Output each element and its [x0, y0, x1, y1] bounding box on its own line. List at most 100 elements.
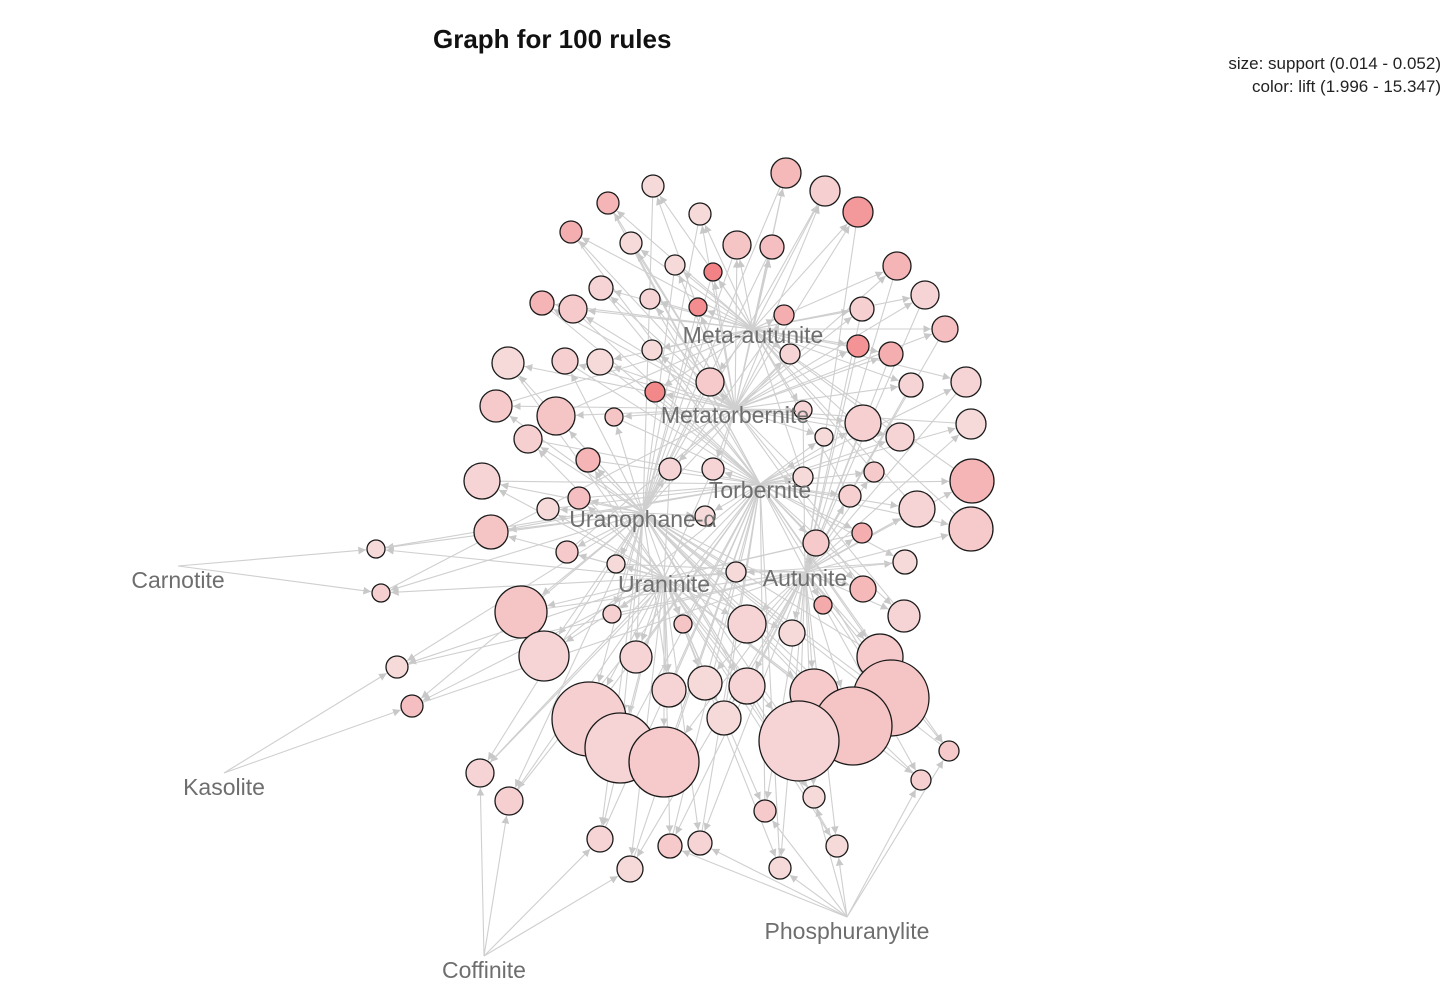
rule-node: [400, 694, 424, 718]
rule-edge: [734, 350, 848, 410]
rule-edge: [375, 483, 760, 550]
rule-node: [551, 347, 579, 375]
rule-edge: [752, 204, 819, 330]
rule-edge: [663, 577, 702, 831]
rule-node: [885, 422, 915, 452]
rule-node: [878, 341, 904, 367]
rule-node: [938, 740, 960, 762]
rule-node: [813, 595, 833, 615]
rule-node: [688, 202, 712, 226]
rule-node: [567, 486, 591, 510]
rule-edge: [815, 808, 848, 918]
rule-node: [892, 549, 918, 575]
rule-edge: [660, 300, 754, 330]
rule-node: [602, 604, 622, 624]
rule-edge: [483, 875, 619, 957]
rule-node: [779, 343, 801, 365]
rule-edge: [558, 514, 665, 579]
rule-edge: [759, 483, 872, 666]
rule-edge: [625, 565, 665, 579]
rule-node: [882, 251, 912, 281]
size-legend: size: support (0.014 - 0.052): [1228, 54, 1441, 73]
rule-node: [727, 604, 767, 644]
rule-node: [558, 294, 588, 324]
rule-edge: [737, 259, 754, 330]
item-label-meta-autunite: Meta-autunite: [683, 322, 824, 348]
rule-node: [688, 297, 708, 317]
item-label-autunite: Autunite: [763, 565, 847, 591]
item-label-coffinite: Coffinite: [442, 957, 526, 983]
rule-edge: [681, 850, 848, 918]
rule-edge: [642, 512, 681, 615]
rule-node: [703, 262, 723, 282]
rule-edge: [643, 513, 800, 742]
rule-edge: [223, 708, 401, 774]
rule-edge: [177, 546, 367, 567]
rule-edge: [761, 571, 806, 612]
rule-node: [950, 366, 982, 398]
rule-node: [529, 290, 555, 316]
rule-edge: [479, 484, 760, 774]
rule-edge: [483, 815, 510, 957]
item-label-carnotite: Carnotite: [131, 567, 224, 593]
rule-node: [604, 407, 624, 427]
rule-edge: [558, 512, 644, 635]
rule-edge: [804, 532, 949, 573]
rule-edge: [547, 577, 665, 608]
rule-node: [463, 462, 501, 500]
rule-node: [606, 554, 626, 574]
rule-edge: [699, 484, 761, 844]
rule-node: [778, 619, 806, 647]
rule-node: [641, 174, 665, 198]
rule-node: [898, 490, 936, 528]
rule-edge: [752, 329, 804, 478]
rule-edge: [804, 571, 843, 688]
rule-node: [628, 726, 700, 798]
rule-edge: [752, 223, 848, 330]
rule-edge: [704, 484, 761, 684]
rule-node: [644, 381, 666, 403]
rule-edge: [642, 381, 711, 513]
rule-edge: [642, 511, 695, 519]
rule-node: [518, 630, 570, 682]
rule-edge: [555, 328, 753, 417]
rule-edge: [663, 577, 736, 672]
rule-node: [687, 665, 723, 701]
rule-edge: [223, 672, 388, 774]
rule-edge: [734, 408, 845, 424]
rule-node: [802, 785, 826, 809]
item-label-uraninite: Uraninite: [618, 571, 710, 597]
rule-node: [536, 396, 576, 436]
rule-edge: [804, 571, 816, 669]
rule-node: [753, 799, 777, 823]
rule-node: [931, 315, 959, 343]
rule-node: [616, 855, 644, 883]
rule-edge: [643, 513, 815, 694]
edges-layer: [177, 172, 973, 957]
rule-edge: [734, 361, 783, 410]
rule-edge: [714, 483, 761, 511]
rule-edge: [724, 471, 761, 485]
rule-node: [494, 585, 548, 639]
rule-edge: [804, 555, 812, 573]
rule-node: [701, 457, 725, 481]
rule-edge: [385, 512, 644, 551]
rule-edge: [835, 857, 848, 918]
item-label-metatorbernite: Metatorbernite: [661, 402, 809, 428]
item-label-kasolite: Kasolite: [183, 774, 265, 800]
rule-node: [639, 288, 661, 310]
rule-node: [619, 231, 643, 255]
rule-node: [842, 196, 874, 228]
rule-edge: [752, 308, 850, 330]
rule-edge: [753, 329, 918, 510]
rule-edge: [616, 210, 754, 330]
rule-edge: [759, 483, 894, 557]
rule-edge: [704, 224, 754, 330]
rule-edge: [615, 563, 805, 573]
rule-edge: [789, 874, 848, 918]
rule-edge: [663, 468, 714, 578]
rule-node: [768, 856, 792, 880]
rule-node: [814, 427, 834, 447]
rule-edge: [578, 483, 760, 499]
rule-edge: [396, 571, 805, 668]
